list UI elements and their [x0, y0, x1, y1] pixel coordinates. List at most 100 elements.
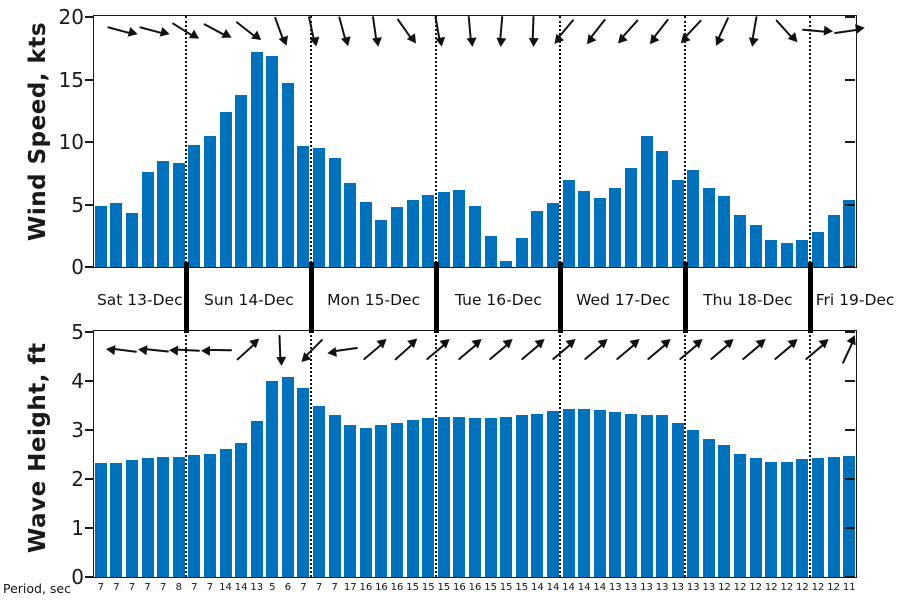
wind-direction-arrow-icon [711, 15, 735, 48]
wind-direction-arrow-icon [201, 19, 234, 44]
wind-bar [531, 210, 544, 267]
wind-ytick-mark-left [85, 141, 93, 143]
wind-ytick-mark-right [845, 266, 855, 268]
wind-bar [812, 232, 825, 267]
wave-ytick-mark-left [85, 380, 93, 382]
wave-ytick-mark-left [85, 576, 93, 578]
wind-bar [593, 198, 606, 267]
wind-ytick-label: 0 [71, 255, 84, 279]
wave-ytick-mark-right [845, 478, 855, 480]
period-value: 15 [515, 582, 529, 593]
arrow-head [221, 29, 234, 43]
wind-ytick-mark-right [845, 141, 855, 143]
period-value: 7 [331, 582, 338, 593]
wind-bar [110, 203, 123, 267]
wave-bar [702, 438, 715, 577]
wave-ytick-mark-left [85, 331, 93, 333]
wave-ytick-mark-right [845, 331, 855, 333]
period-value: 12 [718, 582, 731, 593]
period-value: 16 [390, 582, 404, 593]
period-value: 12 [780, 582, 794, 593]
wind-bar [780, 243, 793, 267]
arrow-head [188, 29, 202, 44]
wind-direction-arrow-icon [303, 15, 321, 48]
wind-bar [422, 194, 435, 267]
arrow-head [105, 343, 116, 355]
wave-direction-arrow-icon [168, 343, 201, 357]
wind-bar [125, 213, 138, 267]
wind-ytick-mark-left [85, 203, 93, 206]
wave-bar [328, 415, 341, 577]
wind-direction-arrow-icon [269, 15, 291, 48]
wind-bar [344, 183, 357, 267]
day-label: Tue 16-Dec [455, 291, 542, 309]
wave-direction-arrow-icon [391, 334, 422, 365]
wave-ytick-label: 2 [71, 467, 84, 491]
wave-direction-arrow-icon [802, 335, 833, 364]
period-value: 6 [284, 582, 292, 593]
period-value: 12 [827, 582, 840, 593]
day-separator-bar [558, 262, 564, 333]
day-boundary-dotted-line [185, 331, 188, 577]
period-value: 13 [655, 582, 669, 593]
period-value: 13 [671, 582, 685, 593]
day-label: Fri 19-Dec [815, 291, 895, 309]
arrow-head [278, 35, 291, 48]
wind-bar [500, 260, 513, 267]
arrow-head [168, 344, 179, 356]
period-value: 13 [702, 582, 716, 593]
wave-ytick-mark-right [845, 576, 855, 578]
wave-ytick-label: 4 [71, 369, 84, 393]
wave-bar [437, 416, 450, 577]
period-value: 7 [315, 582, 323, 593]
wind-ytick-mark-right [845, 78, 855, 81]
wave-direction-arrow-icon [707, 335, 738, 364]
wave-bar [297, 388, 310, 577]
wave-ytick-mark-right [845, 380, 855, 382]
period-value: 7 [159, 582, 167, 593]
period-value: 14 [562, 582, 575, 593]
period-value: 14 [530, 582, 544, 593]
wave-ytick-mark-left [85, 527, 93, 529]
wind-ytick-mark-left [85, 78, 93, 81]
wave-direction-arrow-icon [326, 342, 359, 358]
day-boundary-dotted-line [434, 16, 437, 267]
wave-direction-arrow-icon [423, 335, 454, 364]
wind-direction-arrow-icon [582, 15, 610, 48]
day-separator-bar [807, 262, 813, 333]
wind-ytick-label: 10 [58, 130, 84, 154]
wind-bar [141, 172, 154, 267]
wave-bar [609, 412, 622, 577]
period-value: 7 [113, 582, 120, 593]
wind-bar [94, 205, 107, 267]
period-row-label: Period, sec [3, 581, 71, 596]
period-value: 13 [686, 582, 700, 593]
wave-direction-arrow-icon [486, 335, 517, 364]
wave-bar [765, 461, 778, 577]
wave-bar [453, 416, 466, 577]
wind-bar [687, 169, 700, 267]
period-value: 13 [640, 582, 653, 593]
arrow-head [340, 36, 353, 48]
wind-bar [235, 94, 248, 267]
wind-bar [266, 55, 279, 267]
day-boundary-dotted-line [808, 16, 811, 267]
period-value: 7 [97, 582, 104, 593]
wind-direction-arrow-icon [462, 15, 477, 48]
wind-bar [578, 190, 591, 267]
wave-bar [141, 457, 154, 577]
day-label: Sun 14-Dec [204, 291, 294, 309]
arrow-head [646, 33, 660, 48]
wave-direction-arrow-icon [200, 344, 232, 357]
wind-bar [671, 179, 684, 267]
arrow-head [528, 37, 539, 48]
wind-direction-arrow-icon [429, 15, 447, 48]
period-value: 7 [144, 582, 151, 593]
wind-bar [406, 199, 419, 267]
wave-bar [562, 408, 575, 577]
day-separator-bar [433, 262, 439, 333]
period-value: 7 [191, 582, 198, 593]
wave-ytick-label: 0 [71, 565, 84, 589]
wave-ytick-label: 3 [71, 418, 84, 442]
wave-bar [422, 417, 435, 577]
